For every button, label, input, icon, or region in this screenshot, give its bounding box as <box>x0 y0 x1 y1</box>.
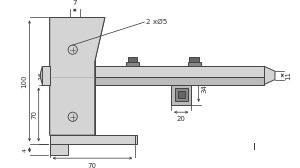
Bar <box>50 17 95 135</box>
Bar <box>50 135 135 144</box>
Bar <box>50 144 68 155</box>
Text: 34.5: 34.5 <box>201 78 207 93</box>
Bar <box>95 66 264 77</box>
Polygon shape <box>42 66 50 85</box>
Text: 20: 20 <box>177 116 186 122</box>
Bar <box>50 66 264 77</box>
Text: 70: 70 <box>31 110 37 119</box>
Polygon shape <box>40 66 42 85</box>
Polygon shape <box>264 66 275 85</box>
Text: 2 xØ5: 2 xØ5 <box>146 19 168 25</box>
Polygon shape <box>50 135 55 144</box>
Bar <box>175 88 188 101</box>
Text: 4: 4 <box>22 148 27 152</box>
Bar <box>128 57 137 62</box>
Text: 7: 7 <box>73 1 77 6</box>
Text: 100: 100 <box>21 74 27 88</box>
Polygon shape <box>50 17 105 135</box>
Bar <box>256 84 264 86</box>
Bar <box>50 77 264 85</box>
Bar <box>256 65 264 67</box>
Bar <box>95 77 264 85</box>
Text: 70: 70 <box>88 163 97 168</box>
Bar <box>50 135 137 144</box>
Bar <box>171 85 191 105</box>
Text: 16: 16 <box>38 71 44 80</box>
Text: 11: 11 <box>285 71 291 80</box>
Bar <box>190 57 199 62</box>
Polygon shape <box>42 77 50 84</box>
Polygon shape <box>50 17 105 135</box>
Bar <box>188 62 200 66</box>
Bar <box>178 91 185 98</box>
Bar <box>126 62 139 66</box>
